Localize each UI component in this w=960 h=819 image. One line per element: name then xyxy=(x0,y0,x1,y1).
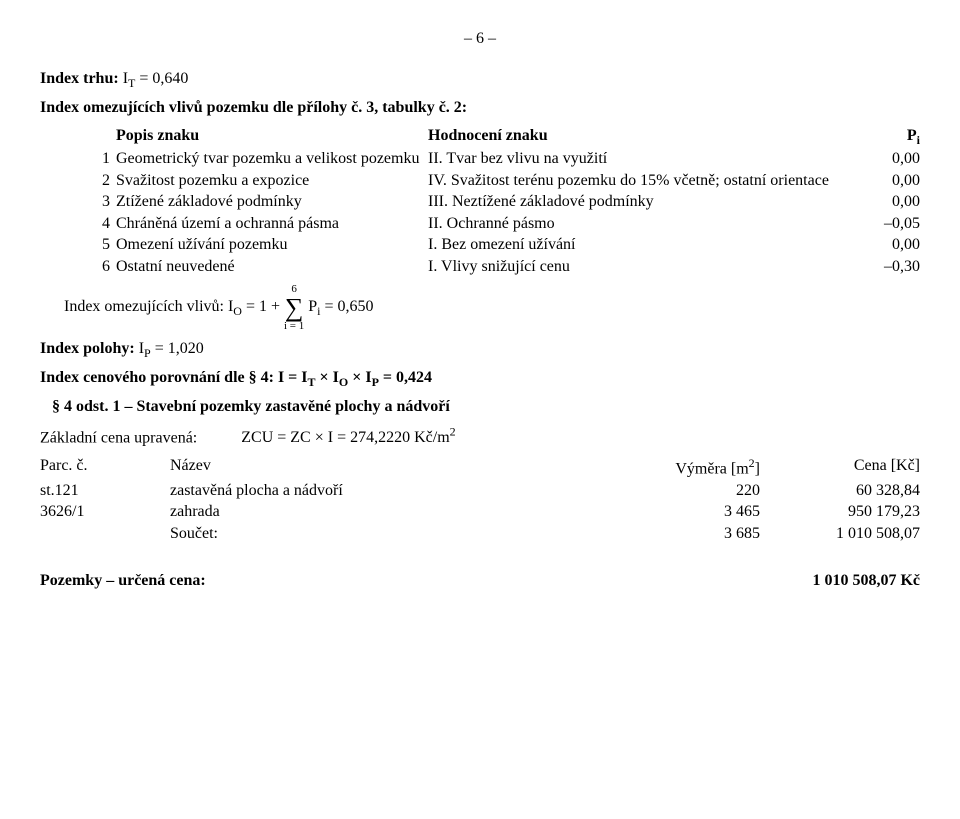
parcel-sum: Součet: 3 685 1 010 508,07 xyxy=(40,523,920,545)
index-polohy-line: Index polohy: IP = 1,020 xyxy=(40,338,920,361)
znaky-row: 4Chráněná území a ochranná pásma II. Och… xyxy=(88,213,920,235)
parcel-header: Parc. č. Název Výměra [m2] Cena [Kč] xyxy=(40,455,920,480)
odst-title: § 4 odst. 1 – Stavební pozemky zastavěné… xyxy=(52,396,920,418)
znaky-row: 6Ostatní neuvedené I. Vlivy snižující ce… xyxy=(88,256,920,278)
znaky-row: 5Omezení užívání pozemku I. Bez omezení … xyxy=(88,234,920,256)
znaky-header: Popis znaku Hodnocení znaku Pi xyxy=(88,125,920,148)
znaky-row: 2Svažitost pozemku a expozice IV. Svažit… xyxy=(88,170,920,192)
znaky-row: 1Geometrický tvar pozemku a velikost poz… xyxy=(88,148,920,170)
parcel-row: st.121 zastavěná plocha a nádvoří 220 60… xyxy=(40,480,920,502)
final-value: 1 010 508,07 Kč xyxy=(812,570,920,592)
header-right: Pi xyxy=(850,125,920,148)
index-trhu-var: IT = 0,640 xyxy=(123,70,189,87)
sigma-icon: 6 ∑ i = 1 xyxy=(284,284,304,332)
parcel-row: 3626/1 zahrada 3 465 950 179,23 xyxy=(40,501,920,523)
io-formula: Index omezujících vlivů: IO = 1 + 6 ∑ i … xyxy=(64,284,920,332)
final-label: Pozemky – určená cena: xyxy=(40,570,206,592)
znaky-block: Popis znaku Hodnocení znaku Pi 1Geometri… xyxy=(88,125,920,278)
zcu-line: Základní cena upravená: ZCU = ZC × I = 2… xyxy=(40,424,920,449)
icp-line: Index cenového porovnání dle § 4: I = IT… xyxy=(40,367,920,390)
header-mid: Hodnocení znaku xyxy=(428,125,850,148)
page-number: – 6 – xyxy=(40,28,920,50)
index-trhu-label: Index trhu: xyxy=(40,70,119,87)
header-left: Popis znaku xyxy=(116,125,199,148)
index-trhu-line: Index trhu: IT = 0,640 xyxy=(40,68,920,91)
omezujici-title: Index omezujících vlivů pozemku dle příl… xyxy=(40,97,920,119)
znaky-row: 3Ztížené základové podmínky III. Neztíže… xyxy=(88,191,920,213)
final-row: Pozemky – určená cena: 1 010 508,07 Kč xyxy=(40,570,920,592)
